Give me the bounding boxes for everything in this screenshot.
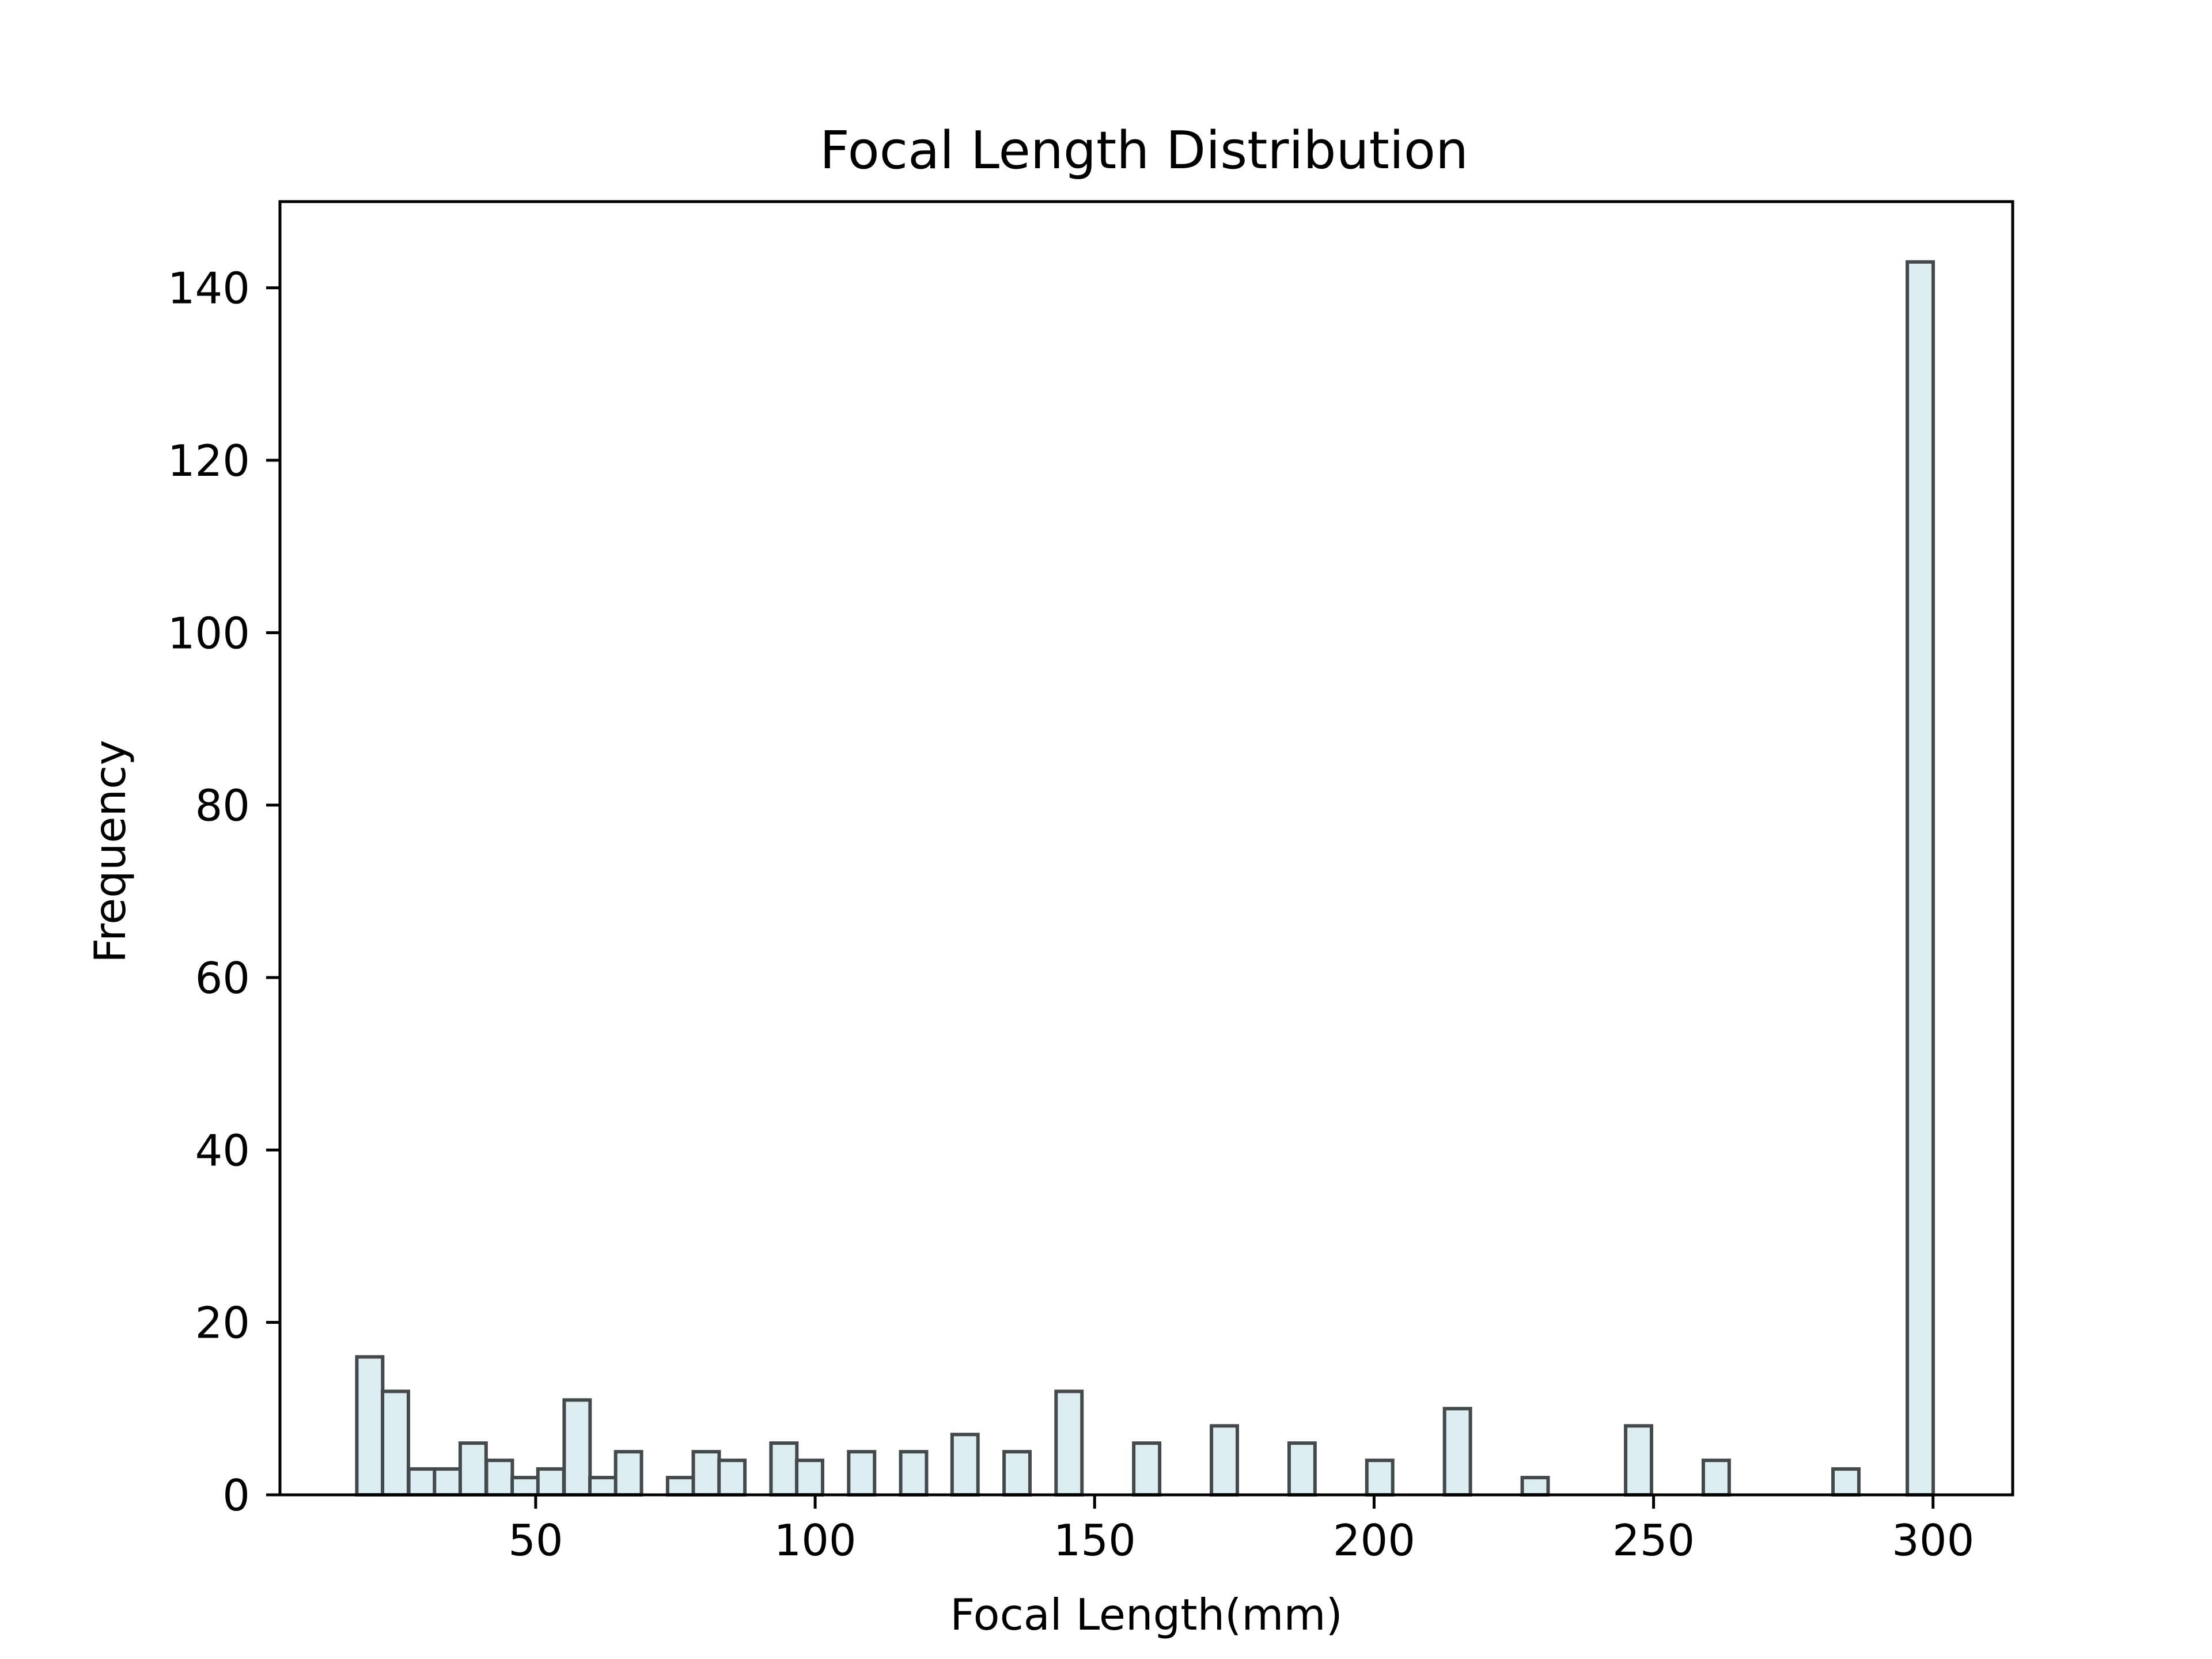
bars-group: [355, 260, 1936, 1497]
histogram-bar: [536, 1467, 566, 1497]
histogram-bar: [950, 1433, 980, 1497]
histogram-bar: [562, 1398, 592, 1497]
x-tick-label: 50: [508, 1515, 563, 1566]
histogram-bar: [1701, 1459, 1731, 1497]
histogram-bar: [1210, 1424, 1239, 1497]
histogram-bar: [1054, 1389, 1084, 1497]
histogram-bar: [1520, 1476, 1550, 1497]
histogram-bar: [484, 1459, 514, 1497]
histogram-bar: [847, 1450, 877, 1497]
y-ticks-group: 0 20 40 60 80 100 120 140: [168, 263, 280, 1521]
histogram-bar: [1906, 260, 1936, 1497]
y-tick-label: 80: [195, 781, 250, 831]
y-tick-label: 100: [168, 608, 250, 658]
histogram-bar: [407, 1467, 437, 1497]
y-tick-label: 60: [195, 953, 250, 1003]
histogram-bar: [1831, 1467, 1861, 1497]
histogram-bar: [691, 1450, 721, 1497]
histogram-bar: [665, 1476, 695, 1497]
histogram-bar: [1287, 1441, 1317, 1497]
chart-title: Focal Length Distribution: [820, 120, 1468, 181]
x-tick-label: 150: [1054, 1515, 1136, 1566]
histogram-bar: [458, 1441, 488, 1497]
histogram-bar: [899, 1450, 929, 1497]
x-axis-label: Focal Length(mm): [950, 1589, 1343, 1640]
histogram-bar: [433, 1467, 463, 1497]
x-tick-label: 200: [1333, 1515, 1415, 1566]
histogram-bar: [510, 1476, 540, 1497]
histogram-bar: [1365, 1459, 1395, 1497]
x-tick-label: 250: [1612, 1515, 1695, 1566]
y-tick-label: 0: [222, 1470, 250, 1521]
y-tick-label: 20: [195, 1298, 250, 1349]
histogram-bar: [795, 1459, 824, 1497]
histogram-bar: [355, 1355, 385, 1497]
histogram-bar: [613, 1450, 643, 1497]
histogram-bar: [769, 1441, 799, 1497]
histogram-bar: [1132, 1441, 1162, 1497]
histogram-bar: [381, 1389, 410, 1497]
y-tick-label: 120: [168, 435, 250, 486]
y-tick-label: 140: [168, 263, 250, 314]
histogram-bar: [717, 1459, 747, 1497]
histogram-bar: [1442, 1407, 1472, 1497]
x-ticks-group: 50 100 150 200 250 300: [508, 1495, 1974, 1566]
plot-area-frame: [278, 200, 2014, 1497]
x-tick-label: 300: [1892, 1515, 1974, 1566]
histogram-bar: [588, 1476, 618, 1497]
histogram-bar: [1624, 1424, 1653, 1497]
histogram-bar: [1002, 1450, 1032, 1497]
y-axis-label: Frequency: [85, 740, 135, 963]
x-tick-label: 100: [774, 1515, 857, 1566]
y-tick-label: 40: [195, 1125, 250, 1176]
